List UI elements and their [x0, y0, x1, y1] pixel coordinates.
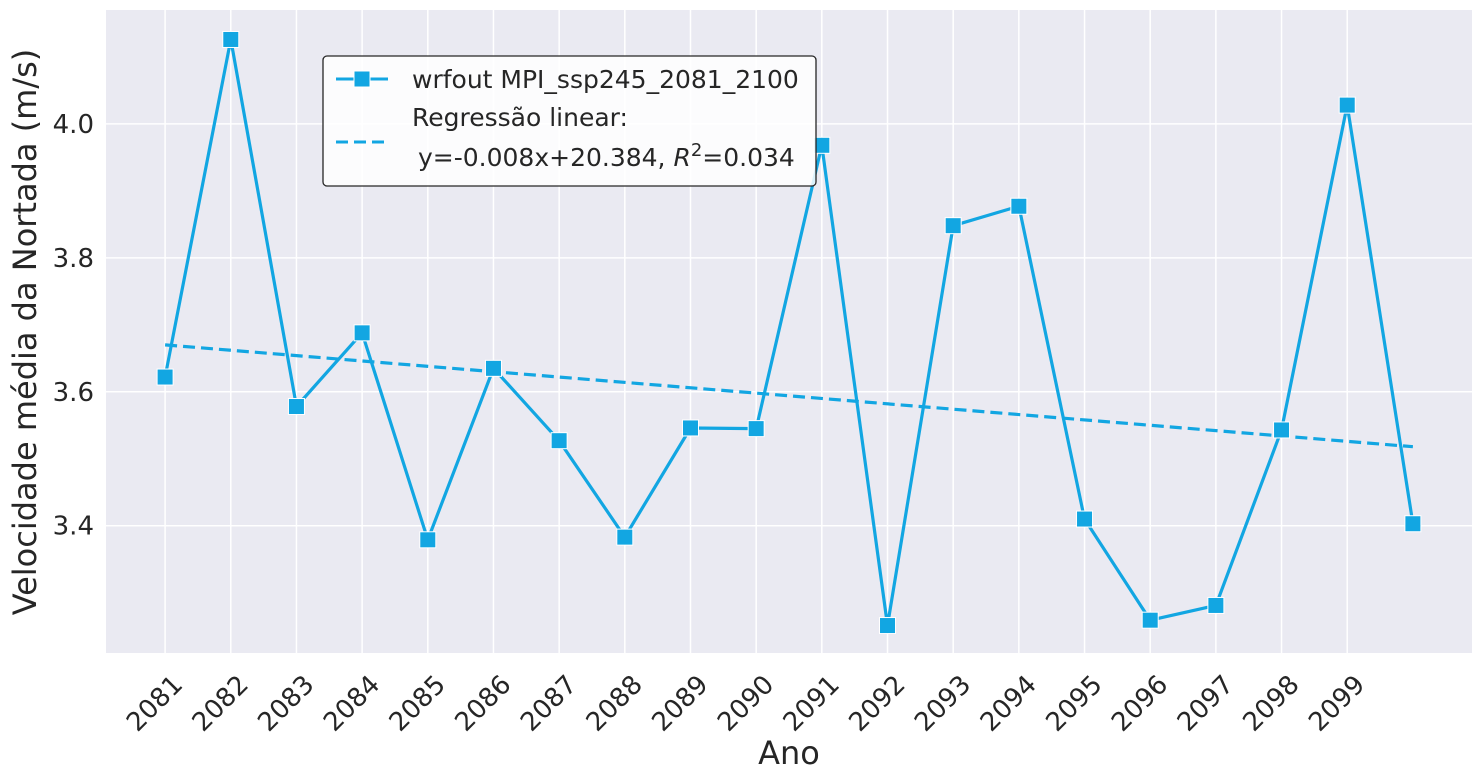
x-tick-label: 2094 — [975, 670, 1043, 738]
data-point-marker — [484, 359, 502, 377]
x-tick-label: 2099 — [1303, 670, 1371, 738]
data-point-marker — [681, 419, 699, 437]
data-point-marker — [1338, 96, 1356, 114]
legend-box — [322, 55, 817, 187]
y-tick-label: 3.6 — [53, 378, 94, 408]
x-tick-label: 2088 — [581, 670, 649, 738]
x-tick-label: 2098 — [1238, 670, 1306, 738]
data-point-marker — [1141, 611, 1159, 629]
data-point-marker — [1010, 197, 1028, 215]
data-point-marker — [156, 368, 174, 386]
data-point-marker — [222, 30, 240, 48]
r2-value: =0.034 — [702, 143, 795, 172]
data-point-marker — [1273, 421, 1291, 439]
x-tick-label: 2084 — [318, 670, 386, 738]
data-point-marker — [419, 531, 437, 549]
x-tick-label: 2082 — [187, 670, 255, 738]
data-point-marker — [944, 217, 962, 235]
x-tick-label: 2097 — [1172, 670, 1240, 738]
data-point-marker — [616, 528, 634, 546]
legend-series-marker — [353, 70, 371, 88]
x-axis-ticks: 2081208220832084208520862087208820892090… — [121, 670, 1371, 738]
x-tick-label: 2095 — [1040, 670, 1108, 738]
regression-equation-text: y=-0.008x+20.384, — [418, 143, 673, 172]
data-point-marker — [287, 398, 305, 416]
data-point-marker — [353, 324, 371, 342]
legend: wrfout MPI_ssp245_2081_2100 Regressão li… — [322, 55, 817, 187]
data-point-marker — [1076, 510, 1094, 528]
y-axis-ticks: 3.4 3.6 3.8 4.0 — [53, 110, 94, 542]
x-tick-label: 2091 — [778, 670, 846, 738]
series-line — [163, 37, 1415, 628]
r2-superscript: 2 — [691, 140, 702, 161]
x-tick-label: 2089 — [646, 670, 714, 738]
x-tick-label: 2085 — [384, 670, 452, 738]
r2-symbol: R — [673, 143, 690, 172]
x-tick-label: 2081 — [121, 670, 189, 738]
data-point-marker — [1207, 596, 1225, 614]
data-series — [156, 30, 1422, 635]
x-tick-label: 2087 — [515, 670, 583, 738]
data-point-marker — [550, 432, 568, 450]
y-tick-label: 3.4 — [53, 512, 94, 542]
y-tick-label: 3.8 — [53, 244, 94, 274]
x-tick-label: 2093 — [909, 670, 977, 738]
regression-trend-line — [164, 343, 1414, 449]
x-tick-label: 2083 — [252, 670, 320, 738]
x-tick-label: 2092 — [843, 670, 911, 738]
data-point-marker — [1404, 515, 1422, 533]
y-axis-label: Velocidade média da Nortada (m/s) — [6, 49, 44, 616]
regression-line — [164, 343, 1414, 449]
x-axis-label: Ano — [758, 734, 820, 772]
y-tick-label: 4.0 — [53, 110, 94, 140]
x-tick-label: 2086 — [449, 670, 517, 738]
x-tick-label: 2090 — [712, 670, 780, 738]
legend-regression-label: Regressão linear: — [412, 103, 628, 132]
data-point-marker — [879, 617, 897, 635]
x-tick-label: 2096 — [1106, 670, 1174, 738]
legend-series-label: wrfout MPI_ssp245_2081_2100 — [412, 65, 799, 94]
data-point-marker — [747, 420, 765, 438]
legend-regression-equation: y=-0.008x+20.384, R2=0.034 — [418, 140, 795, 172]
